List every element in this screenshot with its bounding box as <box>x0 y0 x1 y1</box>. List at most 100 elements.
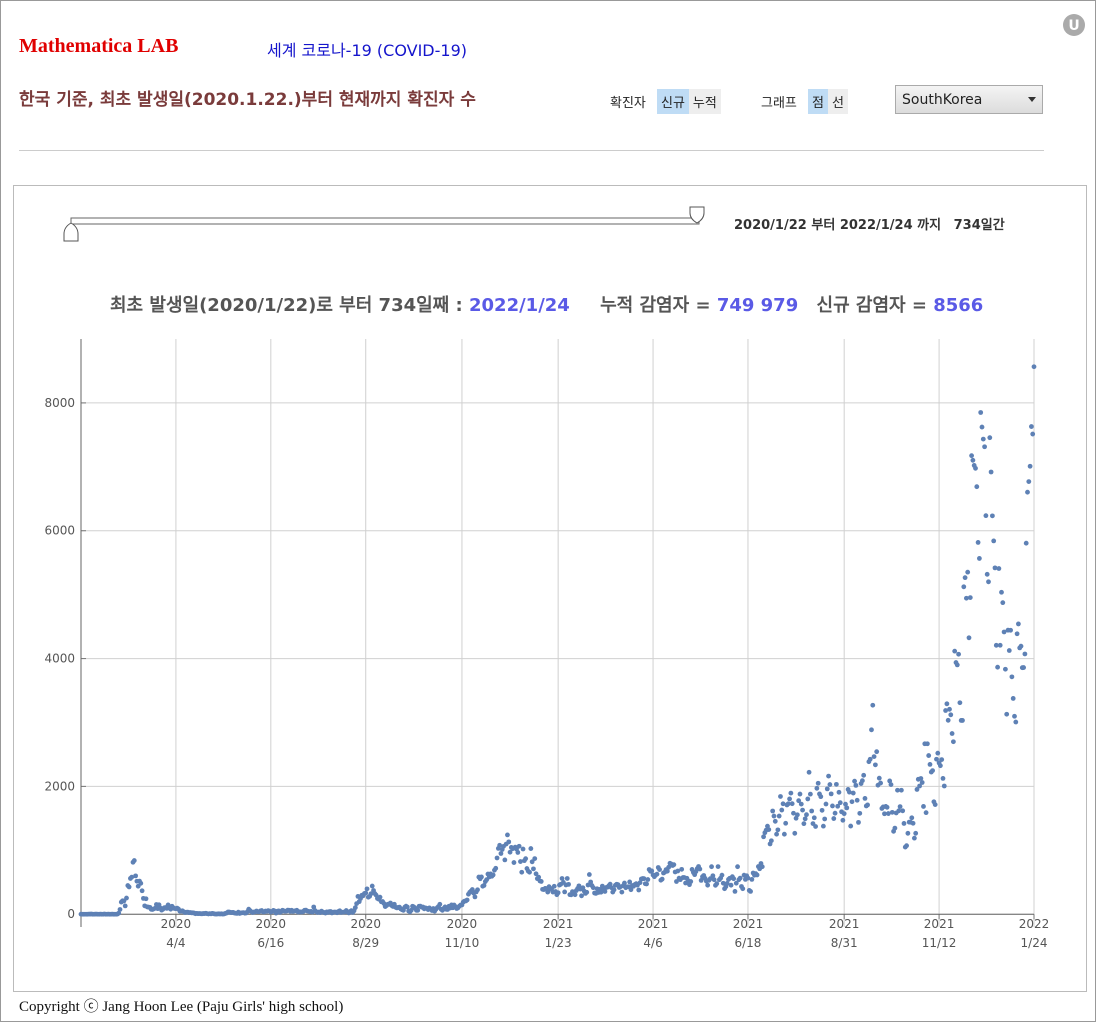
new-value: 8566 <box>933 295 984 316</box>
point <box>364 886 370 892</box>
point <box>975 540 981 545</box>
point <box>861 772 867 778</box>
point <box>719 872 725 878</box>
point <box>944 701 950 707</box>
point <box>856 819 861 825</box>
point <box>923 810 929 816</box>
point <box>789 801 795 807</box>
y-tick-label: 8000 <box>44 396 75 410</box>
point <box>116 910 122 916</box>
point <box>976 556 982 561</box>
point <box>965 569 971 575</box>
point <box>859 778 865 784</box>
point <box>735 864 740 870</box>
point <box>698 878 704 883</box>
point <box>807 791 813 797</box>
case-option[interactable]: 누적 <box>688 89 721 114</box>
point <box>1004 711 1010 717</box>
point <box>131 858 137 863</box>
point <box>516 843 522 849</box>
point <box>867 756 873 762</box>
point <box>978 410 984 415</box>
point <box>641 876 647 882</box>
icon[interactable]: U <box>1062 13 1086 37</box>
point <box>1027 463 1033 469</box>
point <box>785 801 791 807</box>
point <box>732 889 738 894</box>
point <box>572 892 578 898</box>
point <box>523 856 529 862</box>
chart-date: 2022/1/24 <box>469 295 570 316</box>
x-tick-label: 2020 4/4 <box>160 917 192 951</box>
point <box>518 859 523 864</box>
point <box>598 889 604 895</box>
point <box>1014 631 1020 637</box>
point <box>126 884 132 890</box>
point <box>697 866 703 872</box>
point <box>857 810 863 816</box>
point <box>800 807 805 813</box>
point <box>948 712 954 718</box>
point <box>1012 713 1017 719</box>
point <box>926 753 932 758</box>
point <box>645 877 651 882</box>
point <box>494 855 500 861</box>
range-end: 2022/1/24 <box>839 218 913 233</box>
point <box>921 804 926 809</box>
point <box>505 832 510 838</box>
graph-option[interactable]: 선 <box>827 89 848 114</box>
case-option[interactable]: 신규 <box>656 89 689 114</box>
point <box>870 702 876 708</box>
point <box>844 805 850 811</box>
point <box>896 808 902 814</box>
point <box>961 584 967 590</box>
point <box>828 791 834 797</box>
point <box>820 823 826 829</box>
point <box>138 880 144 886</box>
point <box>720 880 726 886</box>
graph-option[interactable]: 점 <box>807 89 828 114</box>
point <box>464 897 470 903</box>
point <box>733 880 739 886</box>
point <box>801 821 807 827</box>
point <box>674 879 679 884</box>
point <box>913 830 919 836</box>
point <box>999 589 1004 595</box>
point <box>823 801 829 807</box>
range-text: 2020/1/22 부터 2022/1/24 까지 734일간 <box>734 214 1005 233</box>
point <box>819 807 825 813</box>
point <box>814 785 820 791</box>
point <box>787 796 792 802</box>
x-tick-label: 2021 8/31 <box>828 917 860 951</box>
point <box>967 595 973 600</box>
point <box>992 565 998 571</box>
point <box>911 835 917 841</box>
point <box>133 873 139 879</box>
point <box>986 579 991 585</box>
point <box>878 780 883 786</box>
point <box>1018 643 1024 649</box>
point <box>377 894 383 900</box>
country-select[interactable]: SouthKorea <box>895 85 1043 114</box>
point <box>619 889 625 895</box>
point <box>490 872 496 878</box>
point <box>363 890 369 896</box>
point <box>832 810 838 816</box>
point <box>831 816 837 821</box>
point <box>914 787 920 792</box>
point <box>796 798 802 804</box>
point <box>806 769 812 775</box>
dropdown-arrow <box>1028 97 1036 102</box>
subtitle: 한국 기준, 최초 발생일(2020.1.22.)부터 현재까지 확진자 수 <box>19 90 476 110</box>
point <box>415 907 421 913</box>
title: 세계 코로나-19 (COVID-19) <box>267 41 467 60</box>
point <box>781 831 787 837</box>
point <box>794 812 800 818</box>
point <box>979 424 985 430</box>
point <box>731 876 737 882</box>
range-slider[interactable] <box>56 201 716 246</box>
point <box>778 794 783 799</box>
point <box>798 801 804 807</box>
point <box>352 905 358 911</box>
point <box>924 741 930 747</box>
